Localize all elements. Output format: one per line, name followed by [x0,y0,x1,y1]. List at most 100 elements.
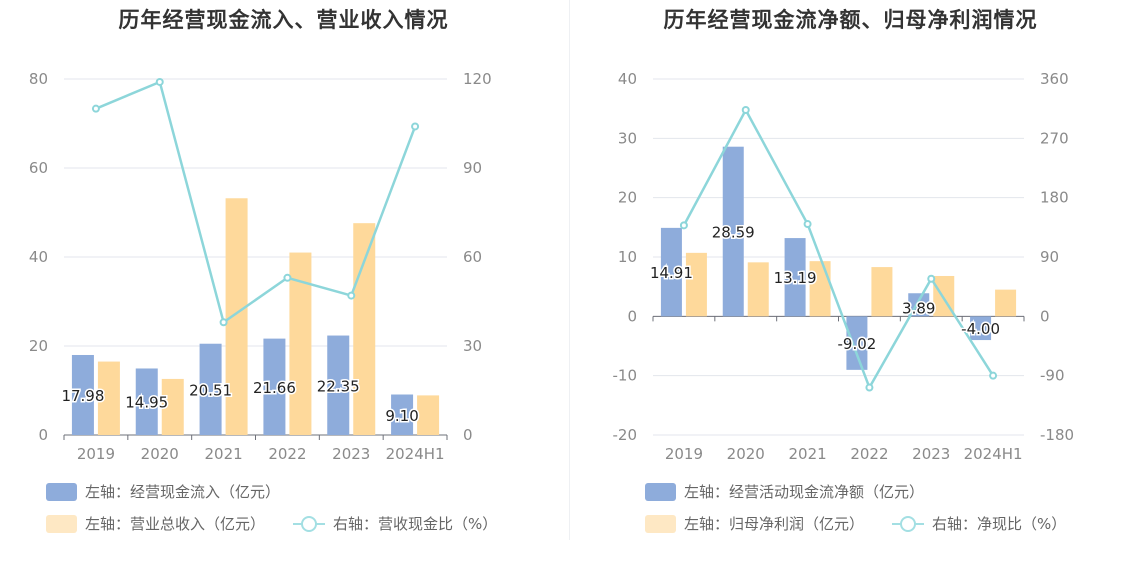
line-point [741,105,750,114]
y-axis-left-tick-label: 40 [618,70,637,88]
data-label: 14.91 [650,264,693,282]
x-axis-tick-label: 2021 [204,445,242,463]
y-axis-right-tick-label: 30 [463,337,482,355]
chart-panel-cash-inflow-revenue: 历年经营现金流入、营业收入情况 80 120 60 90 40 60 20 30 0 0 2019 2… [29,8,497,534]
line-point [865,383,874,392]
data-label: 14.95 [125,394,168,412]
legend-item-total-revenue[interactable]: 左轴：营业总收入（亿元） [46,513,265,534]
x-axis-tick-label: 2022 [268,445,306,463]
bar-orange [685,252,707,317]
y-axis-left-tick-label: 40 [29,248,48,266]
ratio-line [682,108,995,389]
x-axis-tick-label: 2019 [77,445,115,463]
bar-blue [846,316,868,370]
y-axis-left-tick-label: 20 [618,189,637,207]
y-axis-left-tick-label: -20 [613,426,638,444]
line-point [347,291,356,300]
x-axis-tick-label: 2024H1 [386,445,445,463]
y-axis-right-tick-label: 270 [1040,129,1069,147]
bar-orange [353,223,376,435]
y-axis-left-tick-label: 80 [29,70,48,88]
x-axis-tick-label: 2021 [788,445,826,463]
bar-orange [871,267,893,317]
line-point [679,221,688,230]
y-axis-right-tick-label: 0 [463,426,473,444]
data-label: 20.51 [189,381,232,399]
data-label: 17.98 [61,387,104,405]
line-point [219,318,228,327]
legend-label: 右轴：净现比（%） [932,515,1067,533]
data-label: 22.35 [317,377,360,395]
y-axis-right-tick-label: -90 [1040,367,1065,385]
legend-swatch-line [293,515,325,533]
y-axis-left-tick-label: 0 [38,426,48,444]
legend-label: 右轴：营收现金比（%） [333,515,498,533]
bar-blue [71,354,94,435]
line-point [91,104,100,113]
bar-blue [391,394,414,435]
legend-swatch-line [892,515,924,533]
bar-orange [97,361,120,435]
bar-blue [263,338,286,435]
bar-blue [135,368,158,435]
y-axis-left-tick-label: 30 [618,129,637,147]
x-axis-tick-label: 2020 [141,445,179,463]
chart-plot-net-cash-profit: 40 360 30 270 20 180 10 90 0 0 -10 -90 -20 -180 2019 20… [613,70,1075,463]
data-label: 21.66 [253,379,296,397]
bar-orange [747,262,769,317]
data-label: 28.59 [712,224,755,242]
legend-item-revenue-cash-ratio[interactable]: 右轴：营收现金比（%） [293,513,497,534]
data-label: -9.02 [838,335,877,353]
line-point [283,273,292,282]
chart-plot-cash-inflow-revenue: 80 120 60 90 40 60 20 30 0 0 2019 2020 2021 2022 2023 2… [29,70,492,463]
bar-orange [995,289,1017,317]
y-axis-left-tick-label: 10 [618,248,637,266]
y-axis-right-tick-label: 90 [1040,248,1059,266]
y-axis-right-tick-label: 120 [463,70,492,88]
line-point [803,220,812,229]
legend-label: 左轴：营业总收入（亿元） [85,515,266,533]
legend-item-net-operating-cash[interactable]: 左轴：经营活动现金流净额（亿元） [645,481,924,502]
legend-item-net-profit[interactable]: 左轴：归母净利润（亿元） [645,513,864,534]
y-axis-right-tick-label: 360 [1040,70,1069,88]
legend-swatch-blue [46,482,77,501]
legend-swatch-blue [645,482,676,501]
data-label: -4.00 [961,320,1000,338]
legend-label: 左轴：经营活动现金流净额（亿元） [684,483,925,501]
y-axis-right-tick-label: -180 [1040,426,1074,444]
data-label: 13.19 [774,269,817,287]
bar-blue [970,316,992,341]
y-axis-right-tick-label: 180 [1040,189,1069,207]
bar-orange [161,378,184,435]
y-axis-right-tick-label: 60 [463,248,482,266]
line-point [927,274,936,283]
chart-title: 历年经营现金流净额、归母净利润情况 [663,8,1038,32]
line-point [155,77,164,86]
y-axis-left-tick-label: 20 [29,337,48,355]
legend-swatch-orange [46,514,77,533]
legend-item-net-cash-ratio[interactable]: 右轴：净现比（%） [892,513,1066,534]
line-point [989,371,998,380]
ratio-line [95,80,417,324]
legend-swatch-orange [645,514,676,533]
y-axis-left-tick-label: 0 [627,307,637,325]
legend-item-cash-inflow[interactable]: 左轴：经营现金流入（亿元） [46,481,280,502]
x-axis-tick-label: 2024H1 [964,445,1023,463]
x-axis-tick-label: 2023 [912,445,950,463]
bar-blue [660,227,682,317]
y-axis-left-tick-label: -10 [613,367,638,385]
bar-blue [199,343,222,435]
x-axis-tick-label: 2020 [727,445,765,463]
y-axis-right-tick-label: 90 [463,159,482,177]
data-label: 3.89 [902,299,935,317]
x-axis-tick-label: 2023 [332,445,370,463]
line-point [411,122,420,131]
bar-blue [722,146,744,317]
bar-orange [809,261,831,317]
legend-label: 左轴：经营现金流入（亿元） [85,483,281,501]
data-label: 9.10 [385,407,418,425]
x-axis-tick-label: 2019 [665,445,703,463]
y-axis-right-tick-label: 0 [1040,307,1050,325]
y-axis-left-tick-label: 60 [29,159,48,177]
bar-orange [417,395,440,435]
